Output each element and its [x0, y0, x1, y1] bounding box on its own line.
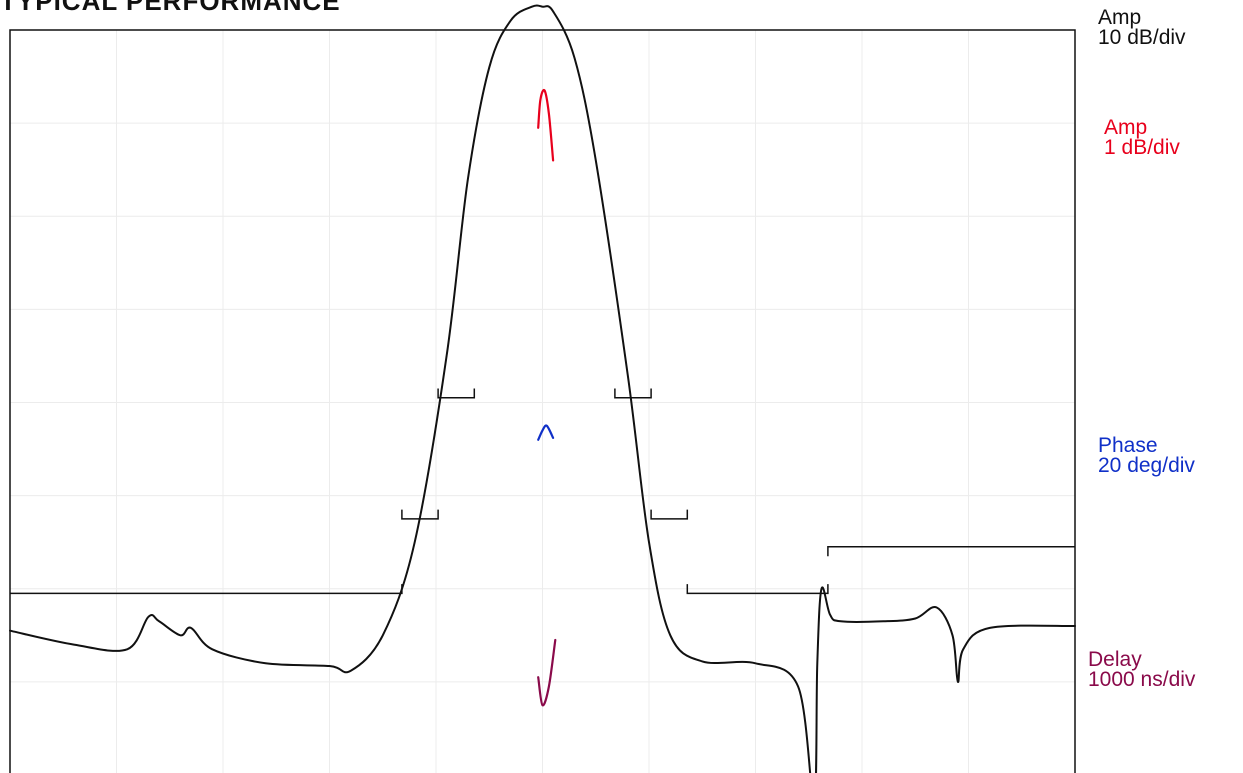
limit-mask-segment: [437, 388, 476, 399]
scale-label-amp-10db: Amp 10 dB/div: [1098, 6, 1186, 49]
limit-mask-segment: [650, 509, 689, 520]
trace-amp-10db: [9, 4, 1076, 773]
trace-phase: [537, 424, 555, 441]
trace-amp-1db: [537, 88, 555, 162]
trace-delay: [537, 638, 557, 707]
plot-frame: [9, 29, 1076, 773]
limit-mask-segment: [686, 584, 829, 595]
limit-mask-segment: [614, 388, 652, 399]
limit-mask-segment: [827, 546, 1075, 557]
plot-grid: [10, 30, 1075, 773]
scale-label-phase: Phase 20 deg/div: [1098, 434, 1195, 477]
scale-label-amp-1db: Amp 1 dB/div: [1104, 116, 1180, 159]
trace-group: [9, 4, 1076, 773]
scale-label-delay: Delay 1000 ns/div: [1088, 648, 1196, 691]
page-title: TYPICAL PERFORMANCE: [0, 0, 341, 16]
